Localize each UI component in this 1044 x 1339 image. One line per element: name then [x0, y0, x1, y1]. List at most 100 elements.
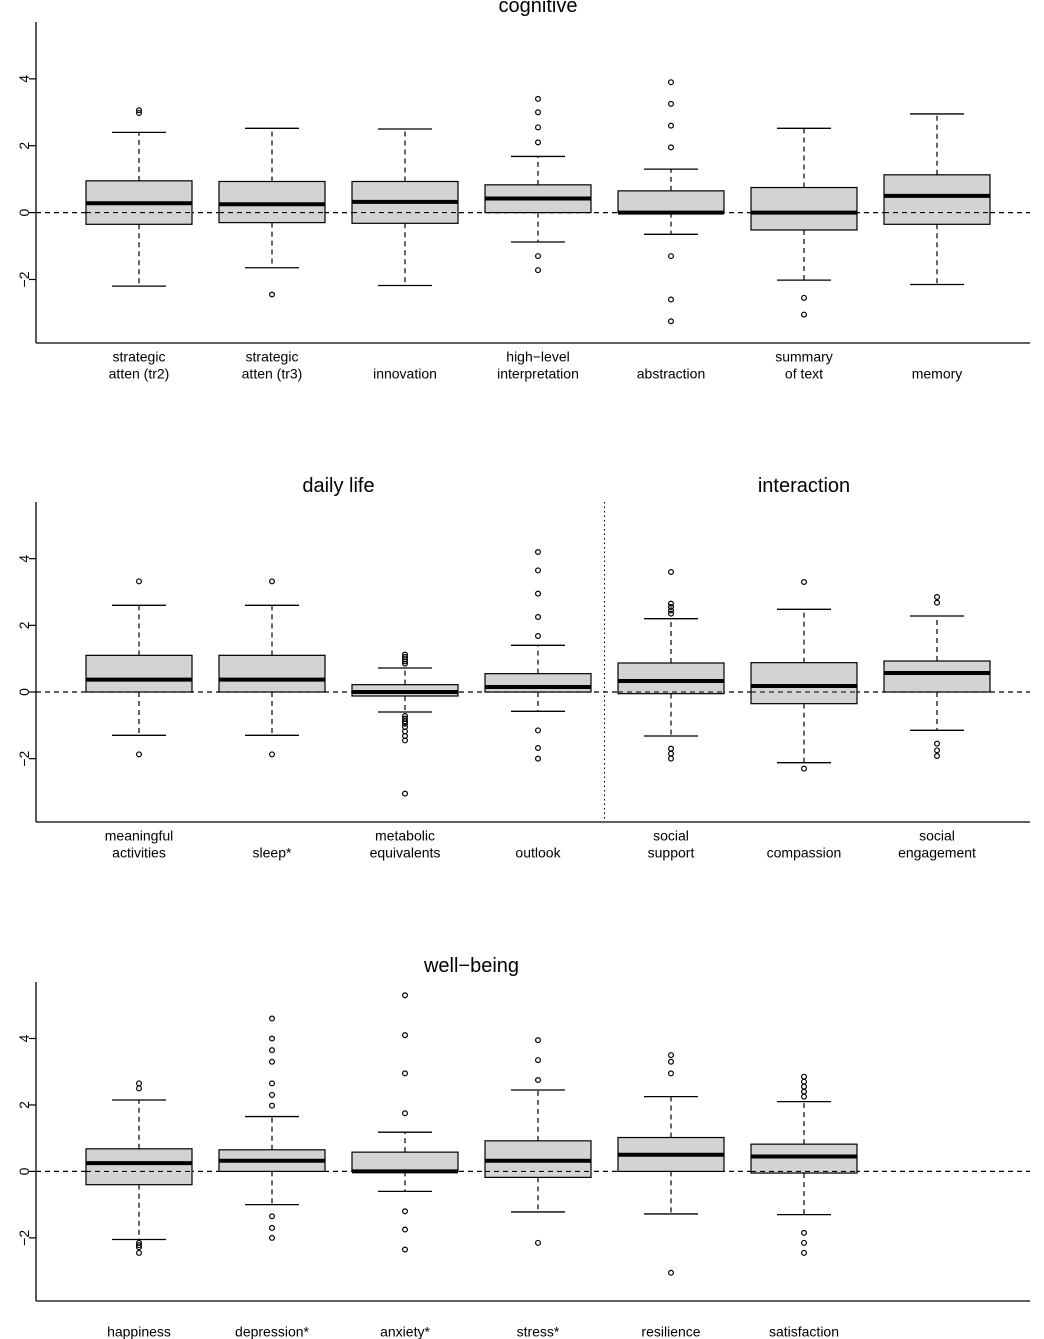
outlier-point [402, 737, 409, 744]
outlier-point [667, 144, 674, 151]
outlier-point [667, 100, 674, 107]
outlier-point [269, 1080, 276, 1087]
category-label: anxiety* [380, 1324, 430, 1339]
outlier-point [667, 1052, 674, 1059]
category-label: abstraction [637, 366, 705, 382]
category-label: of text [785, 366, 823, 382]
iqr-box [750, 1143, 858, 1174]
outlier-point [534, 1057, 541, 1064]
box-anxiety-: anxiety* [351, 992, 459, 1339]
outlier-point [534, 139, 541, 146]
y-tick-label: 0 [16, 208, 32, 216]
group-title: daily life [302, 475, 374, 497]
y-tick-label: 2 [16, 142, 32, 150]
outlier-point [800, 1093, 807, 1100]
outlier-point [667, 603, 674, 610]
outlier-point [667, 253, 674, 260]
iqr-box [351, 1151, 459, 1173]
category-label: activities [112, 845, 166, 861]
outlier-point [534, 253, 541, 260]
outlier-point [534, 267, 541, 274]
outlier-point [667, 1269, 674, 1276]
outlier-point [933, 752, 940, 759]
category-label: equivalents [370, 845, 441, 861]
iqr-box [617, 190, 725, 214]
outlier-point [269, 1015, 276, 1022]
outlier-point [402, 1070, 409, 1077]
outlier-point [402, 1226, 409, 1233]
category-label: memory [912, 366, 963, 382]
box-sleep-: sleep* [218, 578, 326, 861]
iqr-box [750, 662, 858, 705]
iqr-box [218, 654, 326, 693]
box-satisfaction: satisfaction [750, 1073, 858, 1339]
box-memory: memory [883, 113, 991, 382]
iqr-box [218, 180, 326, 224]
group-title: well−being [423, 955, 519, 977]
outlier-point [800, 578, 807, 585]
outlier-point [269, 1213, 276, 1220]
outlier-point [534, 1077, 541, 1084]
outlier-point [933, 740, 940, 747]
outlier-point [136, 751, 143, 758]
category-label: meaningful [105, 828, 174, 844]
iqr-box [617, 662, 725, 695]
y-tick-label: −2 [16, 271, 32, 287]
iqr-box [85, 1148, 193, 1186]
outlier-point [269, 1058, 276, 1065]
outlier-point [269, 1234, 276, 1241]
outlier-point [534, 1239, 541, 1246]
outlier-point [667, 1058, 674, 1065]
y-tick-label: 0 [16, 688, 32, 696]
category-label: high−level [506, 349, 569, 365]
outlier-point [667, 122, 674, 129]
category-label: engagement [898, 845, 976, 861]
outlier-point [402, 660, 409, 667]
outlier-point [534, 755, 541, 762]
category-label: happiness [107, 1324, 171, 1339]
box-outlook: outlook [484, 548, 592, 861]
iqr-box [883, 660, 991, 693]
outlier-point [667, 600, 674, 607]
category-label: resilience [641, 1324, 700, 1339]
outlier-point [136, 1080, 143, 1087]
outlier-point [534, 109, 541, 116]
outlier-point [667, 755, 674, 762]
iqr-box [484, 673, 592, 693]
category-label: social [919, 828, 955, 844]
box-resilience: resilience [617, 1052, 725, 1339]
y-tick-label: 2 [16, 1101, 32, 1109]
outlier-point [402, 790, 409, 797]
outlier-point [269, 291, 276, 298]
outlier-point [667, 568, 674, 575]
category-label: outlook [515, 845, 561, 861]
category-label: strategic [113, 349, 166, 365]
outlier-point [136, 1242, 143, 1249]
outlier-point [402, 1032, 409, 1039]
outlier-point [269, 1035, 276, 1042]
box-compassion: compassion [750, 578, 858, 861]
outlier-point [800, 1239, 807, 1246]
outlier-point [534, 744, 541, 751]
outlier-point [402, 992, 409, 999]
y-tick-label: 4 [16, 75, 32, 83]
box-innovation: innovation [351, 128, 459, 382]
outlier-point [402, 718, 409, 725]
outlier-point [800, 765, 807, 772]
outlier-point [402, 658, 409, 665]
outlier-point [269, 578, 276, 585]
y-tick-label: −2 [16, 750, 32, 766]
box-abstraction: abstraction [617, 79, 725, 382]
outlier-point [800, 1083, 807, 1090]
iqr-box [85, 654, 193, 693]
outlier-point [667, 745, 674, 752]
